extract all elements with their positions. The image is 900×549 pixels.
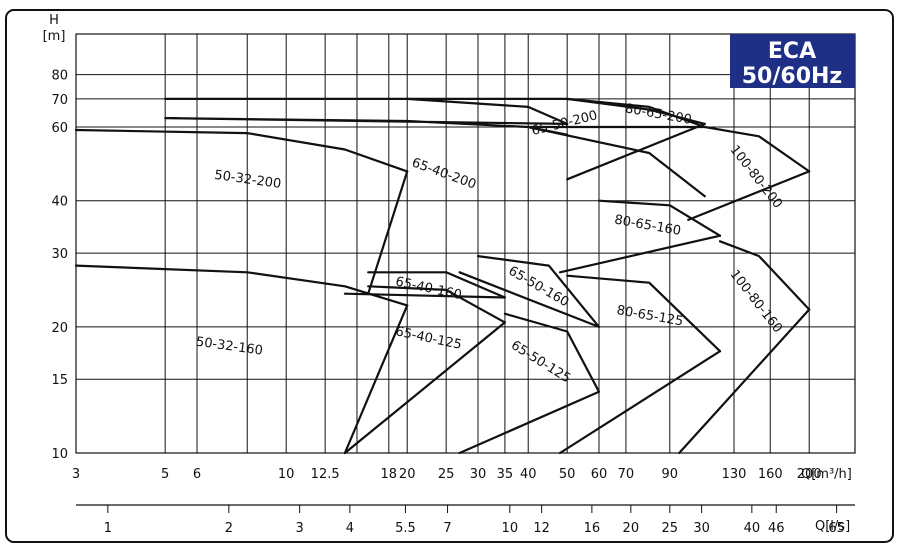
badge-title: ECA: [768, 39, 816, 64]
curve-label-layer: 50-32-20050-32-16065-40-20065-40-16065-4…: [195, 101, 785, 386]
y-axis-title: H: [49, 13, 59, 28]
x2-tick-label: 2: [225, 521, 233, 536]
curve-100-80-200-limit: [687, 170, 811, 221]
x-tick-label: 70: [618, 467, 635, 482]
y-tick-label: 80: [51, 69, 68, 84]
x-tick-label: 6: [193, 467, 201, 482]
x2-tick-label: 1: [104, 521, 112, 536]
eca-badge: ECA 50/60Hz: [730, 34, 855, 89]
curve-label-100-80-160: 100-80-160: [727, 267, 785, 336]
curve-80-65-125-upper: [566, 274, 722, 353]
y-axis-unit: [m]: [43, 29, 66, 44]
x-tick-label: 18: [381, 467, 398, 482]
badge-background: [730, 34, 855, 88]
curve-65-40-200-upper: [164, 97, 569, 125]
curve-65-50-160-upper: [476, 255, 601, 328]
x-tick-label: 130: [722, 467, 747, 482]
curve-label-65-40-160: 65-40-160: [394, 274, 463, 303]
chart-border: [5, 9, 894, 543]
x2-tick-label: 4: [346, 521, 354, 536]
grid: [75, 33, 856, 454]
x2-tick-label: 25: [662, 521, 679, 536]
curve-65-50-200-limit: [527, 125, 706, 198]
x-tick-label: 5: [161, 467, 169, 482]
curve-100-80-160-limit: [678, 308, 811, 455]
x-tick-label: 50: [559, 467, 576, 482]
curve-50-32-160-upper: [74, 264, 409, 307]
x2-tick-label: 40: [744, 521, 761, 536]
badge-frequency: 50/60Hz: [742, 64, 842, 89]
curve-65-50-125-upper: [503, 312, 601, 393]
x-tick-label: 40: [520, 467, 537, 482]
curve-label-80-65-160: 80-65-160: [613, 213, 682, 239]
x2-tick-label: 30: [693, 521, 710, 536]
y-tick-label: 30: [51, 247, 68, 262]
x2-tick-label: 3: [295, 521, 303, 536]
x2-tick-label: 20: [623, 521, 640, 536]
x-tick-label: 30: [470, 467, 487, 482]
curve-65-40-125-limit: [343, 321, 506, 455]
x-tick-label: 3: [72, 467, 80, 482]
curve-layer: [74, 97, 811, 455]
curve-80-65-160-upper: [597, 199, 722, 237]
curve-label-65-40-200: 65-40-200: [410, 155, 478, 192]
curve-label-50-32-160: 50-32-160: [195, 335, 264, 359]
x2-tick-label: 46: [768, 521, 785, 536]
curve-50-32-200-upper: [74, 128, 409, 173]
curve-label-65-40-125: 65-40-125: [394, 324, 463, 353]
curve-65-40-160-upper: [367, 271, 506, 299]
x-tick-label: 90: [662, 467, 679, 482]
curve-65-40-160-limit: [343, 292, 506, 299]
y-tick-label: 40: [51, 195, 68, 210]
curve-label-80-65-200: 80-65-200: [624, 101, 693, 127]
x2-tick-label: 12: [533, 521, 550, 536]
curve-80-65-125-limit: [558, 350, 722, 455]
curve-65-50-125-limit: [458, 390, 601, 455]
x2-tick-label: 7: [443, 521, 451, 536]
x-axis-title: Q[m³/h]: [801, 467, 852, 482]
x2-tick-label: 10: [502, 521, 519, 536]
x-tick-label: 12.5: [311, 467, 340, 482]
curve-80-65-200-limit: [566, 122, 706, 181]
x-tick-label: 35: [497, 467, 514, 482]
y-tick-label: 70: [51, 93, 68, 108]
curve-100-80-160-upper: [718, 240, 811, 311]
curve-50-32-160-limit: [343, 304, 409, 455]
x-tick-label: 160: [758, 467, 783, 482]
x-tick-label: 200: [797, 467, 822, 482]
y-tick-label: 20: [51, 321, 68, 336]
x-tick-label: 60: [591, 467, 608, 482]
curve-100-80-200-upper: [703, 125, 811, 173]
y-tick-label: 15: [51, 373, 68, 388]
x2-axis-title: Q[l/s]: [815, 519, 850, 534]
x-tick-label: 25: [438, 467, 455, 482]
x-tick-label: 10: [278, 467, 295, 482]
y-tick-label: 10: [51, 447, 68, 462]
plot-frame: [75, 33, 856, 454]
curve-80-65-160-limit: [558, 234, 722, 274]
x-tick-label: 20: [399, 467, 416, 482]
curve-65-40-125-upper: [367, 285, 506, 324]
y-tick-label: 60: [51, 121, 68, 136]
x2-tick-label: 16: [584, 521, 601, 536]
curve-65-50-160-limit: [458, 271, 601, 328]
x2-tick-label: 65: [828, 521, 845, 536]
curve-80-65-200-upper: [566, 97, 706, 125]
x2-tick-label: 5.5: [395, 521, 416, 536]
